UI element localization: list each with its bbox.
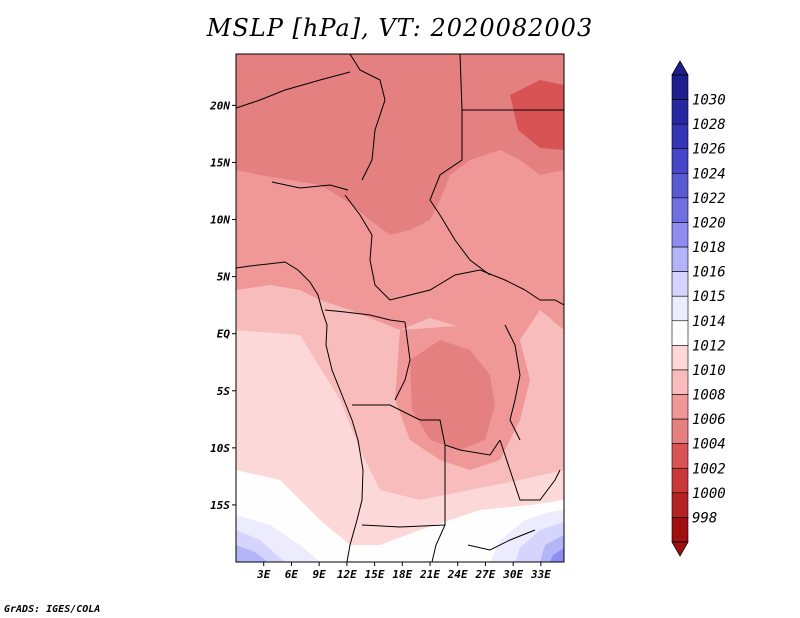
- colorbar-swatch: [671, 320, 689, 346]
- border-nigeria-niger: [271, 181, 349, 191]
- colorbar-label: 1022: [692, 191, 726, 207]
- colorbar-top-arrow: [671, 60, 689, 76]
- border-algeria-niger: [236, 71, 351, 109]
- field-1014-south: [236, 470, 564, 562]
- x-axis: 3E 6E 9E 12E 15E 18E 21E 24E 27E 30E 33E: [256, 562, 551, 581]
- colorbar: 1030 1028 1026 1024 1022 1020 1018 1016 1015 1014…: [671, 60, 726, 557]
- border-south-sudan: [439, 214, 491, 276]
- colorbar-swatch: [671, 99, 689, 125]
- y-tick-label: 15S: [210, 499, 230, 512]
- colorbar-label: 1006: [692, 412, 726, 428]
- colorbar-label: 1030: [692, 93, 726, 109]
- country-borders: [236, 54, 564, 562]
- colorbar-label: 1015: [692, 289, 726, 305]
- colorbar-swatch: [671, 467, 689, 494]
- border-cameroon-gabon: [324, 309, 406, 323]
- colorbar-swatch: [671, 148, 689, 174]
- colorbar-swatch: [671, 517, 689, 543]
- colorbar-swatch: [671, 394, 689, 420]
- colorbar-swatch: [671, 492, 689, 518]
- colorbar-swatch: [671, 222, 689, 248]
- y-tick-label: EQ: [217, 328, 231, 341]
- colorbar-label: 1018: [692, 240, 726, 256]
- colorbar-label: 1012: [692, 338, 726, 354]
- coastline: [236, 261, 364, 562]
- y-tick-label: 15N: [210, 156, 230, 169]
- x-tick-label: 6E: [285, 568, 299, 581]
- border-great-lakes: [504, 324, 521, 441]
- border-chad-sudan: [429, 54, 463, 216]
- colorbar-swatch: [671, 369, 689, 395]
- colorbar-swatch: [671, 418, 689, 444]
- colorbar-swatch: [671, 74, 689, 100]
- y-axis: 20N 15N 10N 5N EQ 5S 10S 15S: [209, 99, 236, 512]
- colorbar-swatch: [671, 246, 689, 272]
- x-tick-label: 18E: [392, 568, 412, 581]
- pressure-field: [236, 54, 564, 562]
- colorbar-swatch: [671, 271, 689, 297]
- border-niger-chad: [349, 54, 386, 181]
- colorbar-swatch: [671, 295, 689, 322]
- colorbar-label: 1004: [692, 437, 726, 453]
- y-tick-label: 5S: [217, 385, 231, 398]
- colorbar-label: 1020: [692, 215, 726, 231]
- colorbar-label: 1000: [692, 486, 726, 502]
- y-tick-label: 10N: [210, 214, 230, 227]
- x-tick-label: 12E: [337, 568, 357, 581]
- colorbar-label: 998: [692, 510, 717, 526]
- field-1020-southeast: [550, 548, 564, 562]
- x-tick-label: 9E: [313, 568, 327, 581]
- colorbar-label: 1010: [692, 363, 726, 379]
- x-tick-label: 24E: [447, 568, 468, 581]
- colorbar-swatch: [671, 123, 689, 150]
- colorbar-swatch: [671, 173, 689, 199]
- colorbar-label: 1016: [692, 265, 726, 281]
- border-angola-drc: [352, 404, 501, 456]
- field-1012-south: [236, 330, 564, 562]
- border-angola-namibia: [361, 524, 446, 528]
- field-1018-southwest: [236, 545, 268, 562]
- map-frame: [235, 53, 565, 563]
- y-tick-label: 10S: [210, 442, 230, 455]
- colorbar-swatch: [671, 443, 689, 469]
- x-tick-label: 15E: [365, 568, 385, 581]
- x-tick-label: 33E: [530, 568, 551, 581]
- border-car-north: [344, 194, 526, 301]
- colorbar-label: 1026: [692, 142, 726, 158]
- grads-credit: GrADS: IGES/COLA: [4, 604, 101, 615]
- border-congo-drc: [394, 321, 411, 401]
- x-tick-label: 21E: [419, 568, 440, 581]
- colorbar-bottom-arrow: [671, 541, 689, 557]
- colorbar-label: 1028: [692, 117, 726, 133]
- chart-title: MSLP [hPa], VT: 2020082003: [206, 14, 594, 42]
- field-1006-north: [236, 54, 564, 235]
- field-1006-basin: [410, 340, 495, 450]
- colorbar-label: 1014: [692, 314, 726, 330]
- y-tick-label: 5N: [217, 271, 231, 284]
- y-tick-label: 20N: [209, 99, 230, 112]
- colorbar-label: 1024: [692, 166, 726, 182]
- x-tick-label: 30E: [502, 568, 523, 581]
- colorbar-label: 1002: [692, 461, 726, 477]
- colorbar-swatch: [671, 197, 689, 223]
- colorbar-swatch: [671, 345, 689, 371]
- border-zambia-tanzania: [499, 439, 561, 501]
- border-zimbabwe: [467, 529, 536, 551]
- field-1008-east: [450, 175, 555, 290]
- colorbar-label: 1008: [692, 388, 726, 404]
- x-tick-label: 3E: [256, 568, 271, 581]
- field-1004-northeast: [510, 80, 564, 150]
- border-uganda-kenya: [524, 289, 564, 306]
- x-tick-label: 27E: [475, 568, 496, 581]
